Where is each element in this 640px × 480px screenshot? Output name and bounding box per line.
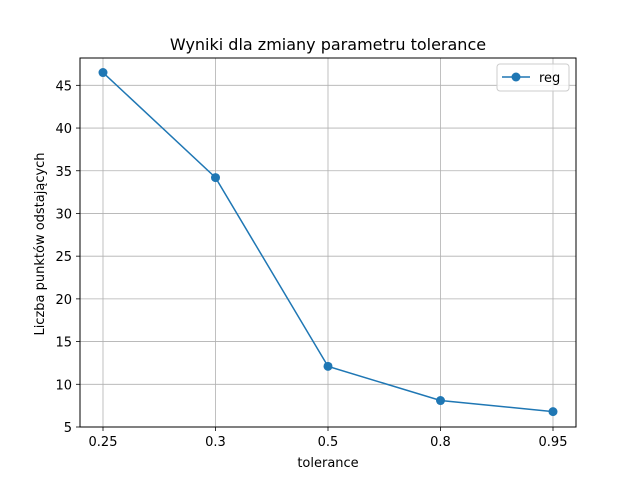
x-tick-label: 0.25 xyxy=(89,435,118,450)
y-tick-label: 10 xyxy=(55,378,72,393)
series-layer xyxy=(98,68,558,417)
data-point xyxy=(548,407,558,417)
y-tick-label: 5 xyxy=(64,421,72,436)
x-tick-label: 0.8 xyxy=(430,435,451,450)
y-tick-label: 25 xyxy=(55,250,72,265)
legend-box xyxy=(496,63,570,92)
data-point xyxy=(211,173,220,183)
y-tick-label: 15 xyxy=(55,336,72,351)
data-point xyxy=(436,396,445,406)
legend-series-marker xyxy=(511,72,521,82)
x-tick-label: 0.3 xyxy=(205,435,226,450)
y-tick-label: 35 xyxy=(55,165,72,180)
legend-series-label: reg xyxy=(539,71,560,86)
x-tick-label: 0.95 xyxy=(539,435,568,450)
legend: reg xyxy=(496,63,570,92)
y-axis: 5 10 15 20 25 30 35 40 45 xyxy=(55,79,80,436)
x-axis-label: tolerance xyxy=(297,456,358,471)
y-tick-label: 20 xyxy=(55,293,72,308)
y-tick-label: 45 xyxy=(55,79,72,94)
chart-title: Wyniki dla zmiany parametru tolerance xyxy=(170,35,486,54)
y-axis-label: Liczba punktów odstających xyxy=(33,152,48,335)
data-point xyxy=(323,361,333,371)
x-tick-label: 0.5 xyxy=(318,435,339,450)
y-tick-label: 40 xyxy=(55,122,72,137)
grid-lines xyxy=(80,58,576,428)
data-point xyxy=(98,68,108,78)
y-tick-label: 30 xyxy=(55,207,72,222)
x-axis: 0.25 0.3 0.5 0.8 0.95 xyxy=(89,427,568,450)
